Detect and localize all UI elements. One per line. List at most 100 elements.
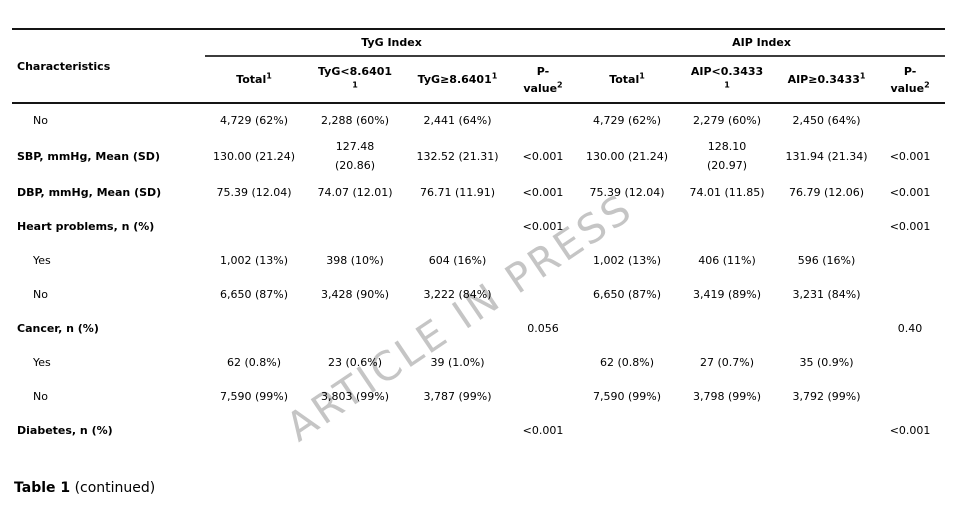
cell-value: 6,650 (87%)	[593, 287, 662, 301]
cell-value: <0.001	[889, 149, 931, 163]
cell-value	[508, 277, 578, 311]
cell-value	[303, 311, 407, 345]
cell-value: <0.001	[522, 149, 564, 163]
column-header-tyg-pvalue: P-value2	[508, 56, 579, 104]
cell-value: 1,002 (13%)	[593, 253, 662, 267]
sub-header-row: Total1 TyG<8.6401 1 TyG≥8.64011 P-value2 …	[12, 56, 946, 104]
cell-value	[578, 413, 676, 447]
cell-value: 4,729 (62%)	[593, 114, 662, 127]
cell-value: 76.71 (11.91)	[419, 185, 496, 199]
table-row: No 4,729 (62%) 2,288 (60%) 2,441 (64%) 4,729…	[12, 103, 945, 137]
cell-value: 130.00 (21.24)	[212, 149, 296, 163]
row-label: Diabetes, n (%)	[17, 423, 113, 437]
row-label: DBP, mmHg, Mean (SD)	[17, 185, 162, 199]
cell-value	[205, 413, 303, 447]
table-row: No 6,650 (87%) 3,428 (90%) 3,222 (84%) 6,650…	[12, 277, 945, 311]
cell-value: 1,002 (13%)	[219, 253, 289, 267]
cell-value: 2,450 (64%)	[792, 114, 861, 127]
cell-value	[407, 209, 508, 243]
cell-value	[303, 413, 407, 447]
cell-value: 127.48 (20.86)	[334, 140, 376, 172]
cell-value	[303, 209, 407, 243]
cell-value	[875, 103, 945, 137]
cell-value	[578, 311, 676, 345]
column-header-aip-low: AIP<0.3433 1	[676, 56, 779, 104]
cell-value	[508, 345, 578, 379]
cell-value: 3,787 (99%)	[423, 389, 492, 403]
cell-value	[205, 311, 303, 345]
row-label: No	[33, 287, 48, 301]
cell-value	[875, 243, 945, 277]
cell-value	[778, 413, 875, 447]
row-label: No	[33, 114, 48, 127]
cell-value: 3,792 (99%)	[792, 389, 861, 403]
cell-value: 6,650 (87%)	[219, 287, 289, 301]
cell-value: 130.00 (21.24)	[586, 149, 669, 163]
cell-value: 3,222 (84%)	[423, 287, 492, 301]
cell-value: 3,419 (89%)	[693, 287, 762, 301]
cell-value: 62 (0.8%)	[226, 355, 282, 369]
cell-value: 74.01 (11.85)	[689, 185, 765, 199]
cell-value	[875, 379, 945, 413]
table-row: Heart problems, n (%) <0.001 <0.001	[12, 209, 945, 243]
cell-value: 76.79 (12.06)	[789, 185, 865, 199]
cell-value: <0.001	[889, 185, 931, 199]
table-row: SBP, mmHg, Mean (SD) 130.00 (21.24) 127.48…	[12, 137, 945, 175]
cell-value	[875, 277, 945, 311]
cell-value: 398 (10%)	[326, 253, 384, 267]
table-body: No 4,729 (62%) 2,288 (60%) 2,441 (64%) 4,729…	[12, 103, 945, 447]
table-header: Characteristics TyG Index AIP Index Tota…	[12, 29, 946, 104]
cell-value	[676, 413, 778, 447]
column-header-tyg-low: TyG<8.6401 1	[303, 56, 407, 104]
cell-value: 7,590 (99%)	[593, 389, 662, 403]
characteristics-table: Characteristics TyG Index AIP Index Tota…	[12, 28, 946, 447]
cell-value: 2,288 (60%)	[320, 114, 390, 127]
cell-value: 3,798 (99%)	[693, 389, 762, 403]
table-row: DBP, mmHg, Mean (SD) 75.39 (12.04) 74.07 (…	[12, 175, 945, 209]
cell-value: 596 (16%)	[797, 253, 856, 267]
cell-value: 39 (1.0%)	[430, 355, 485, 369]
group-header-aip-index: AIP Index	[578, 29, 946, 57]
row-label: SBP, mmHg, Mean (SD)	[17, 149, 160, 163]
cell-value: 4,729 (62%)	[219, 114, 289, 127]
cell-value: 128.10 (20.97)	[706, 140, 748, 172]
cell-value	[676, 209, 778, 243]
table-row: Yes 1,002 (13%) 398 (10%) 604 (16%) 1,002 (1…	[12, 243, 945, 277]
cell-value: 2,279 (60%)	[693, 114, 762, 127]
row-label: Heart problems, n (%)	[17, 219, 155, 233]
cell-value	[205, 209, 303, 243]
cell-value: 75.39 (12.04)	[216, 185, 292, 199]
cell-value	[578, 209, 676, 243]
cell-value: 2,441 (64%)	[423, 114, 492, 127]
cell-value	[407, 311, 508, 345]
cell-value: 23 (0.6%)	[327, 355, 383, 369]
group-header-tyg-index: TyG Index	[205, 29, 579, 57]
cell-value	[407, 413, 508, 447]
cell-value: 406 (11%)	[698, 253, 756, 267]
column-header-characteristics: Characteristics	[12, 29, 205, 104]
cell-value: 0.056	[527, 321, 559, 335]
cell-value: <0.001	[522, 219, 564, 233]
cell-value	[778, 311, 875, 345]
row-label: Yes	[33, 355, 51, 369]
table-caption-note: (continued)	[74, 480, 156, 496]
cell-value: <0.001	[889, 219, 931, 233]
column-header-tyg-high: TyG≥8.64011	[407, 56, 508, 104]
cell-value: 3,231 (84%)	[792, 287, 861, 301]
cell-value: 62 (0.8%)	[600, 355, 655, 369]
cell-value	[676, 311, 778, 345]
table-row: No 7,590 (99%) 3,803 (99%) 3,787 (99%) 7,590…	[12, 379, 945, 413]
cell-value: 74.07 (12.01)	[317, 185, 393, 199]
cell-value: 35 (0.9%)	[799, 355, 854, 369]
cell-value: 7,590 (99%)	[219, 389, 289, 403]
cell-value: <0.001	[522, 185, 564, 199]
table-row: Cancer, n (%) 0.056 0.40	[12, 311, 945, 345]
table-row: Yes 62 (0.8%) 23 (0.6%) 39 (1.0%) 62 (0.8%) 2…	[12, 345, 945, 379]
row-label: Yes	[33, 253, 51, 267]
table-caption-title: Table 1	[14, 480, 71, 496]
column-header-tyg-total: Total1	[205, 56, 303, 104]
cell-value: 131.94 (21.34)	[785, 149, 868, 163]
cell-value	[875, 345, 945, 379]
column-header-aip-pvalue: P-value2	[875, 56, 946, 104]
table-caption: Table 1 (continued)	[14, 478, 155, 498]
